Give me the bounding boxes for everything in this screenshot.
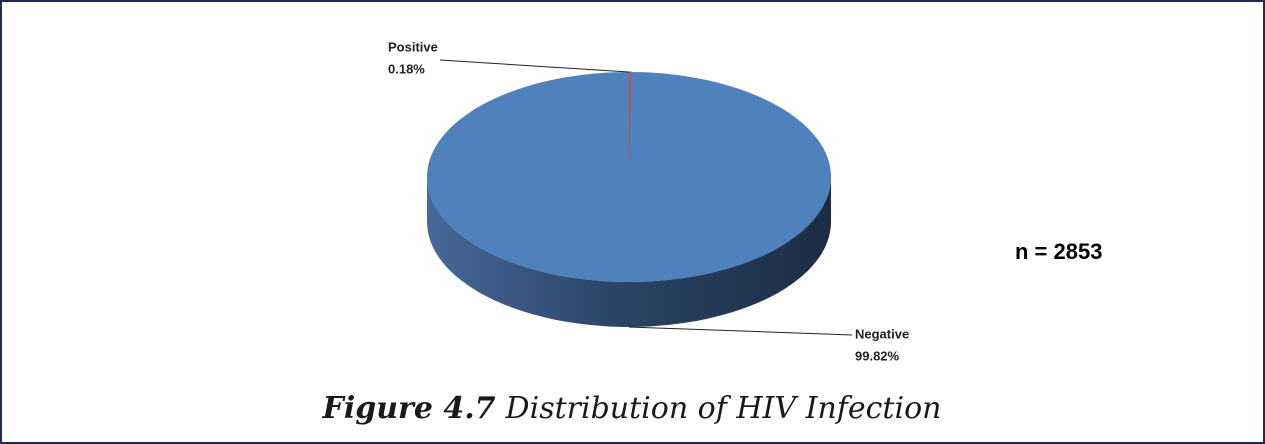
pie-side [427, 177, 831, 327]
slice-label: Positive [388, 39, 438, 54]
leader-line [628, 326, 853, 336]
slice-label: Negative [855, 326, 909, 341]
figure-label: Figure 4.7 [322, 391, 496, 426]
chart-title: Distribution of HIV Infection [505, 391, 942, 426]
slice-value-label: 99.82% [855, 348, 900, 363]
leader-line [439, 59, 630, 73]
caption: Figure 4.7 Distribution of HIV Infection [322, 391, 942, 426]
annotation: n = 2853 [1015, 239, 1102, 264]
pie-slice [427, 72, 831, 282]
slice-value-label: 0.18% [388, 61, 425, 76]
pie-slice [628, 71, 632, 178]
